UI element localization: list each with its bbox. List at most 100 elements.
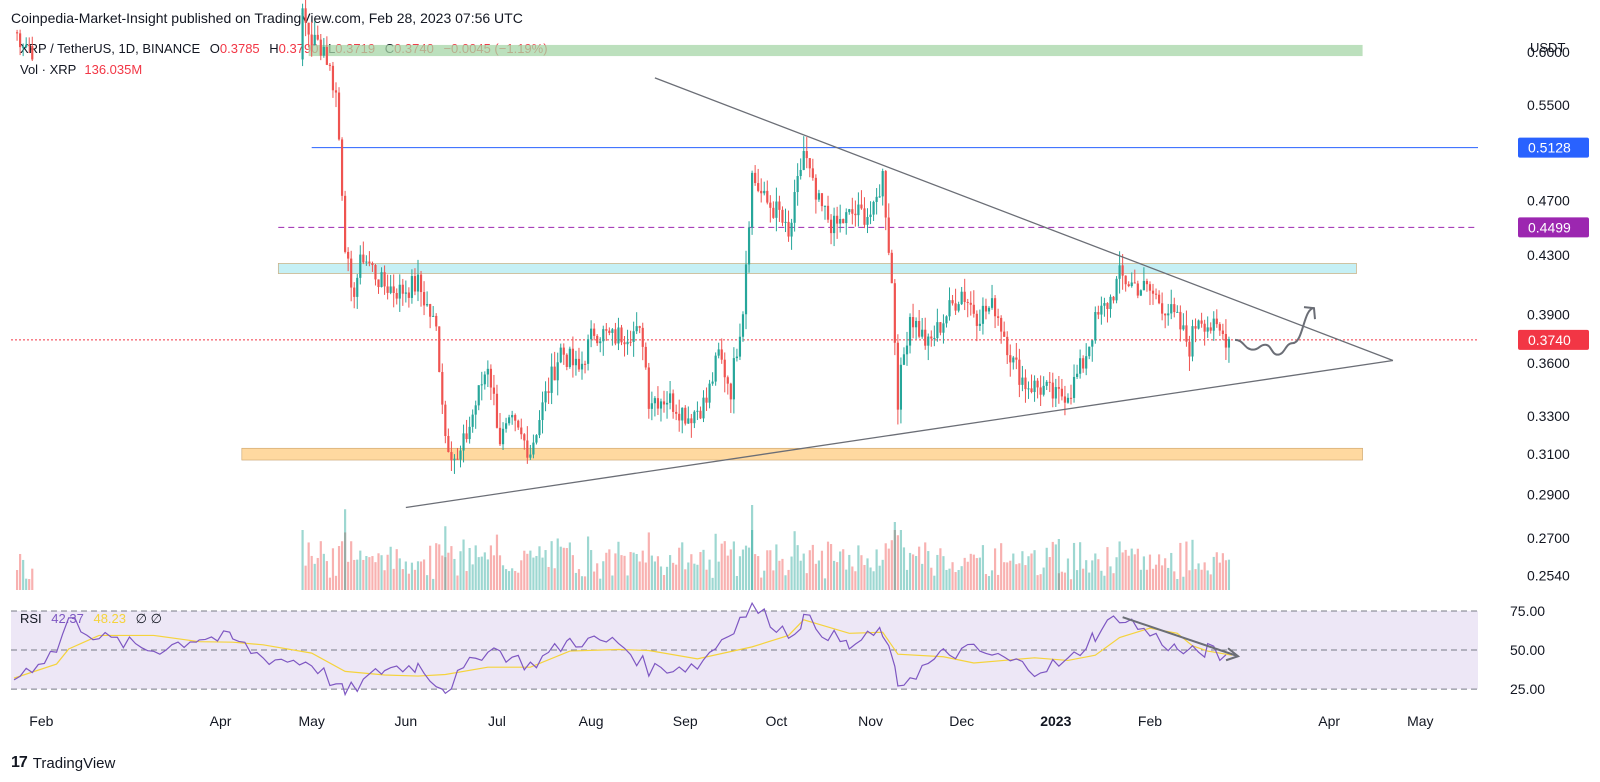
- volume-bar-peak: [750, 505, 754, 590]
- volume-bar: [778, 560, 781, 590]
- tradingview-brand[interactable]: TradingView: [32, 754, 116, 772]
- candle-body: [635, 326, 638, 332]
- volume-bar: [614, 553, 617, 590]
- candle-body: [432, 315, 435, 317]
- candle-body: [1000, 317, 1003, 332]
- projection-path: [1234, 306, 1316, 356]
- volume-bar: [25, 578, 28, 590]
- candle-body: [738, 336, 742, 357]
- price-tick-label: 0.4300: [1527, 247, 1570, 263]
- volume-bar: [419, 561, 423, 590]
- volume-bar: [435, 543, 438, 590]
- candle-body: [975, 313, 978, 326]
- volume-bar: [1173, 571, 1176, 590]
- candle-body: [678, 413, 681, 421]
- candle-body: [538, 420, 541, 436]
- candle-body: [942, 323, 945, 333]
- time-tick-label: Jun: [395, 713, 418, 729]
- volume-bar: [1224, 560, 1228, 590]
- volume-bar: [28, 579, 31, 590]
- volume-bar: [1100, 570, 1103, 590]
- horizontal-lines: [11, 147, 1478, 341]
- time-axis[interactable]: Feb Apr May Jun Jul Aug Sep Oct Nov Dec 2023 Feb Apr…: [29, 713, 1433, 729]
- volume-bar: [741, 549, 745, 590]
- rsi-axis[interactable]: 75.00 50.00 25.00: [1510, 603, 1545, 697]
- volume-bar: [432, 578, 435, 590]
- volume-bar: [511, 568, 514, 590]
- volume-bar: [726, 555, 729, 590]
- candle-body: [881, 171, 884, 197]
- candle-body: [498, 427, 502, 445]
- volume-bar: [672, 562, 675, 590]
- candle-body: [1088, 346, 1091, 357]
- candle-body: [908, 317, 912, 346]
- volume-bar: [714, 533, 717, 590]
- candle-body: [28, 44, 31, 47]
- candle-body: [1060, 388, 1063, 397]
- volume-bar: [1006, 562, 1009, 590]
- volume-bar: [495, 534, 499, 590]
- volume-bar: [1082, 568, 1085, 590]
- volume-bar: [735, 575, 739, 590]
- volume-bar: [1197, 563, 1200, 590]
- volume-bar: [508, 571, 511, 590]
- volume-bar: [416, 561, 420, 590]
- rsi-label[interactable]: RSI: [20, 611, 42, 626]
- candle-body: [1012, 357, 1015, 363]
- price-axis[interactable]: 0.6000 0.5500 0.4700 0.4300 0.3900 0.3600 0.33…: [1527, 44, 1570, 583]
- volume-bar: [775, 544, 778, 590]
- candle-body: [772, 207, 775, 218]
- symbol-name[interactable]: XRP / TetherUS, 1D, BINANCE: [20, 41, 201, 56]
- volume-bar: [772, 570, 775, 590]
- rsi-extra-value: ∅ ∅: [135, 611, 162, 626]
- volume-bar: [981, 545, 985, 590]
- candle-body: [514, 415, 517, 421]
- candle-body: [544, 391, 547, 403]
- candle-body: [969, 302, 972, 305]
- rsi-value: 42.37: [51, 611, 84, 626]
- candle-body: [1188, 341, 1191, 357]
- price-badge-0.4499: [1518, 217, 1589, 238]
- candle-body: [337, 92, 341, 140]
- currency-label[interactable]: USDT: [1530, 40, 1566, 55]
- volume-bar: [1018, 563, 1021, 590]
- candle-body: [450, 452, 453, 461]
- volume-bar: [410, 562, 414, 590]
- candle-body: [647, 367, 650, 409]
- volume-bar-peak: [1057, 539, 1060, 590]
- candle-body: [583, 363, 587, 365]
- volume-bar: [732, 541, 735, 590]
- candle-body: [1139, 290, 1142, 296]
- volume-bar: [942, 556, 945, 590]
- candle-body: [365, 261, 368, 263]
- candle-body: [845, 212, 848, 224]
- volume-bar: [1103, 575, 1106, 590]
- zones: [241, 44, 1363, 461]
- candle-body: [817, 193, 821, 200]
- volume-bar: [1176, 579, 1179, 590]
- candle-body: [1170, 304, 1173, 314]
- candle-body: [863, 208, 866, 225]
- candle-body: [495, 393, 499, 428]
- volume-bar: [328, 577, 332, 590]
- volume-bar: [875, 549, 878, 590]
- candle-body: [1121, 265, 1124, 276]
- volume-bar: [866, 558, 869, 590]
- candle-body: [593, 328, 596, 336]
- candle-body: [778, 201, 781, 210]
- volume-bar: [1218, 562, 1221, 590]
- candle-body: [422, 292, 426, 306]
- candle-body: [978, 323, 981, 326]
- candle-body: [945, 316, 948, 324]
- volume-bar: [471, 564, 474, 590]
- volume-bar: [429, 545, 432, 590]
- volume-bar: [750, 530, 754, 590]
- candle-body: [936, 322, 939, 339]
- candle-body: [520, 427, 523, 435]
- candle-body: [389, 286, 392, 293]
- volume-bar: [337, 546, 341, 590]
- candle-body: [319, 39, 322, 56]
- volume-label[interactable]: Vol · XRP: [20, 62, 77, 77]
- candle-body: [1161, 303, 1164, 314]
